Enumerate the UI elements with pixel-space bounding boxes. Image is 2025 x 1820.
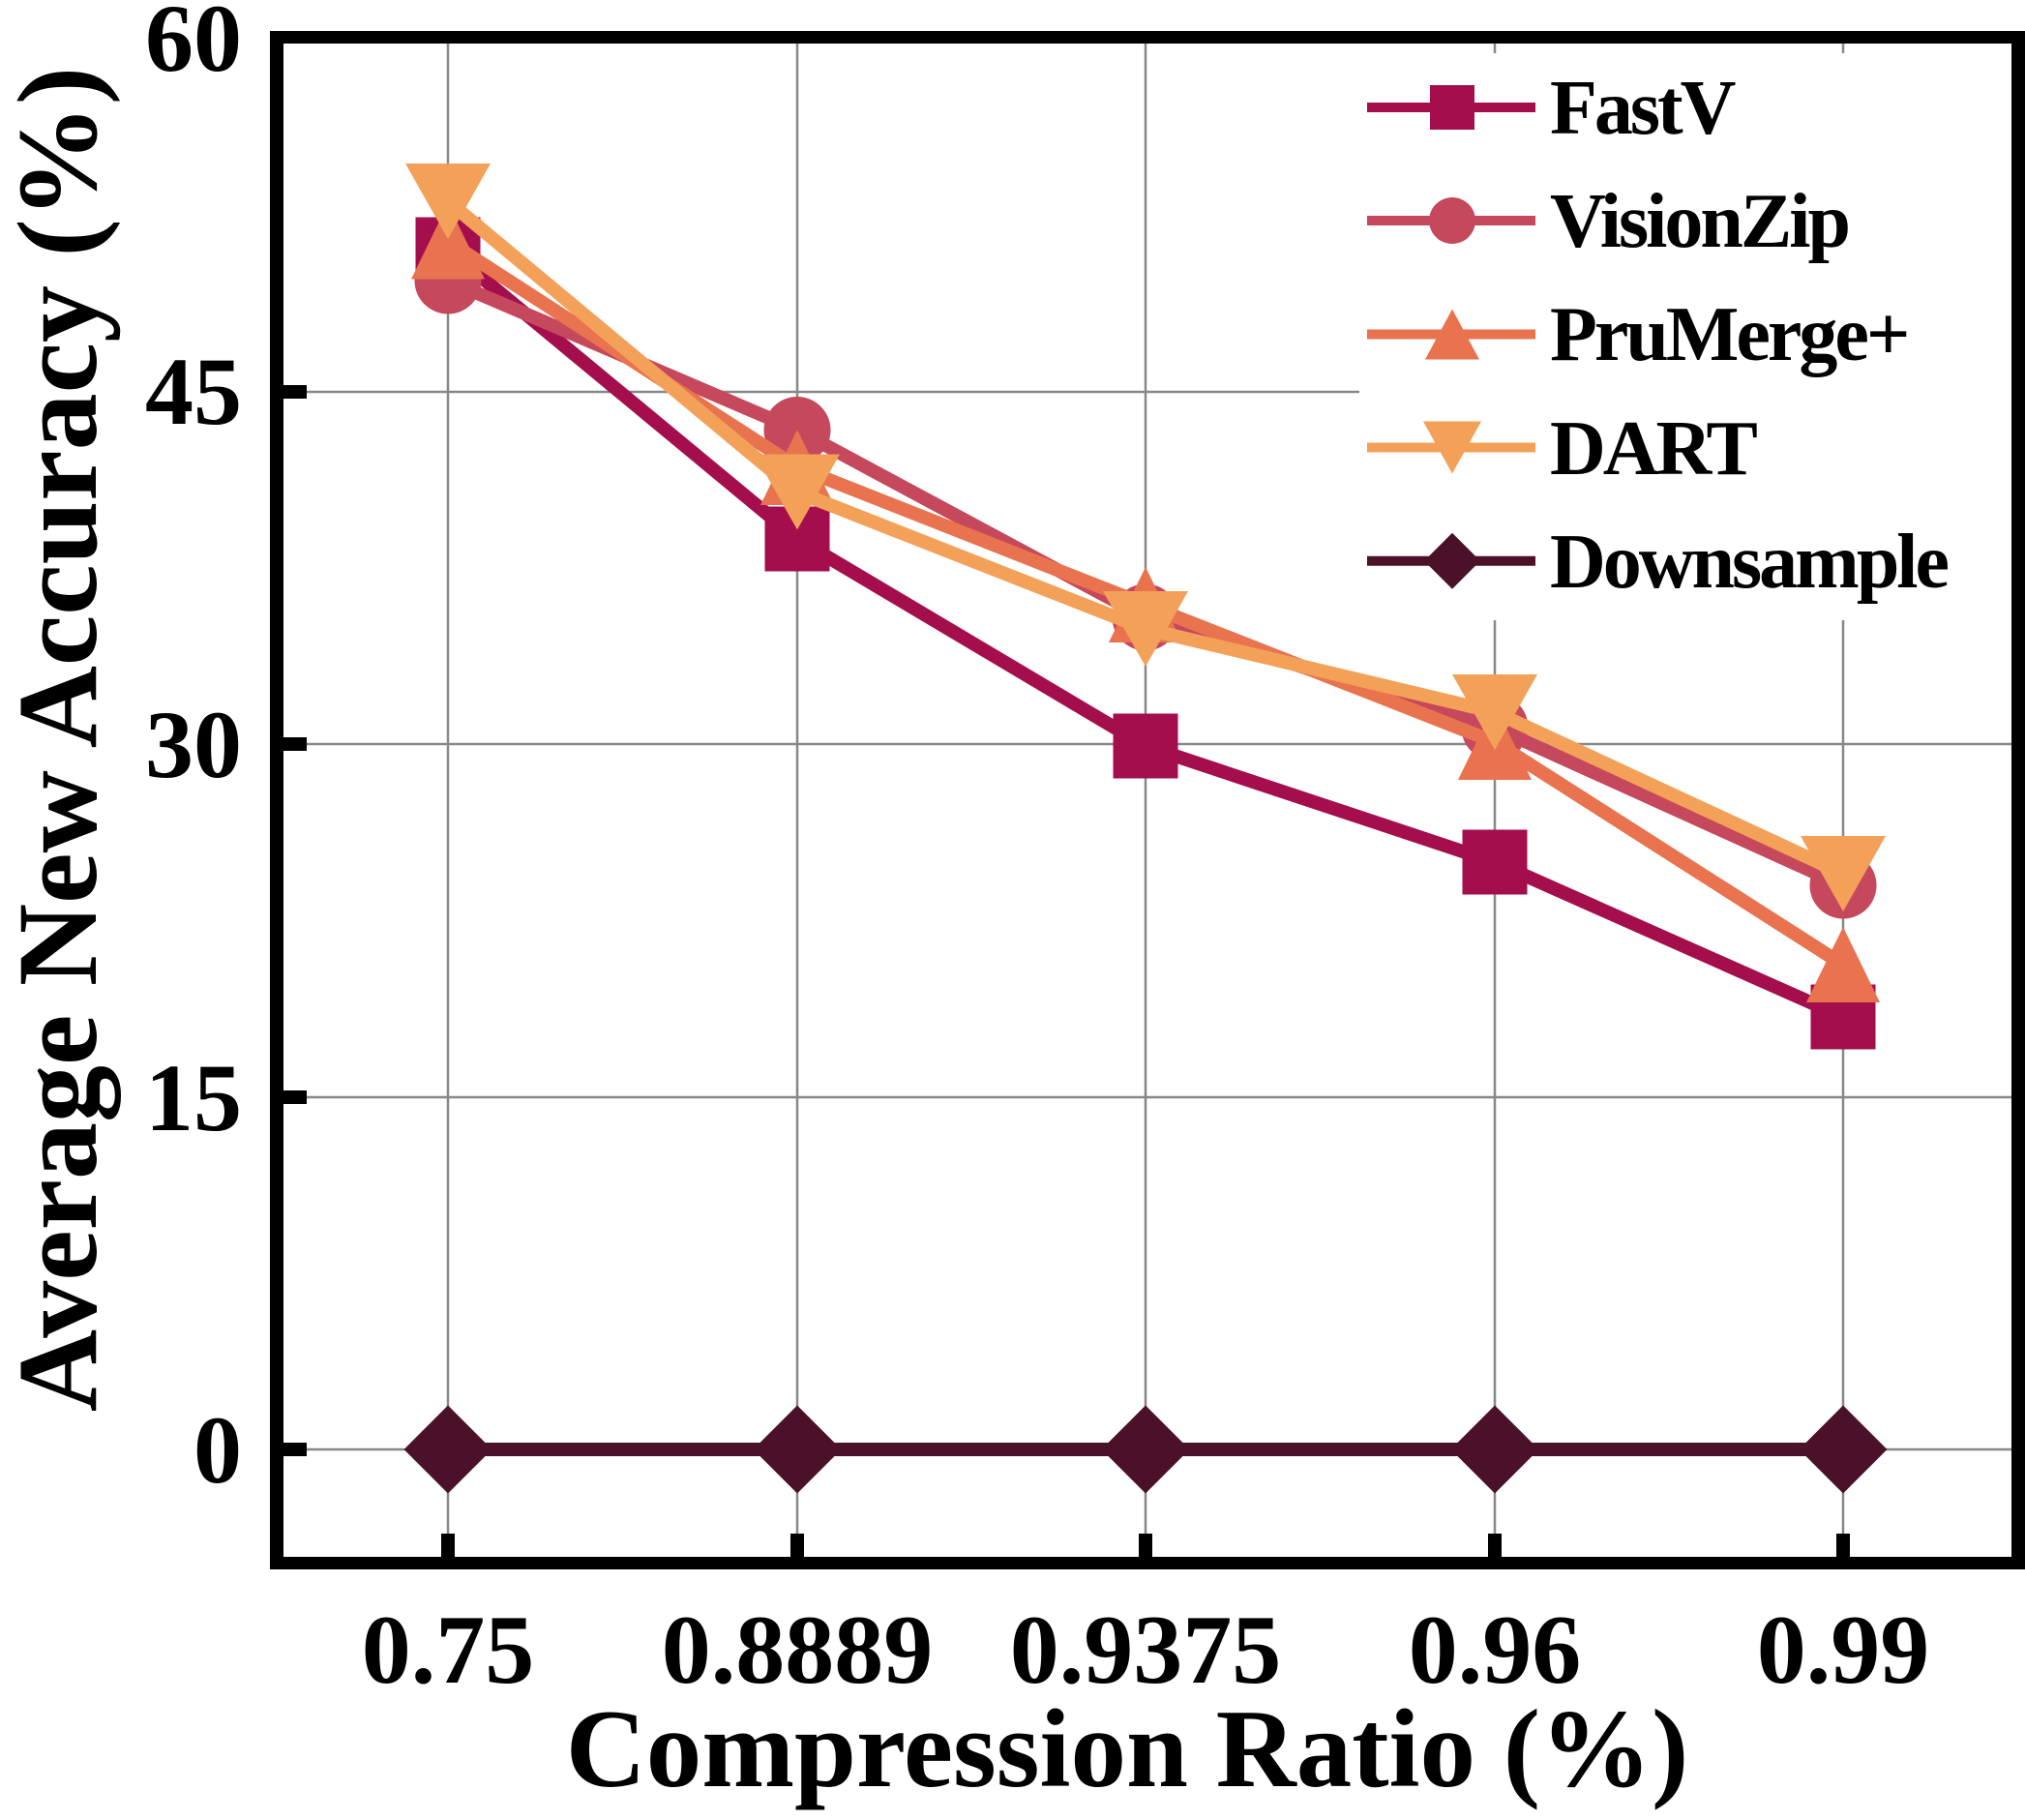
svg-text:0.8889: 0.8889 [662, 1596, 934, 1705]
svg-text:0.99: 0.99 [1757, 1596, 1930, 1705]
svg-text:30: 30 [145, 691, 242, 798]
svg-text:0: 0 [194, 1396, 242, 1504]
svg-text:DART: DART [1550, 406, 1758, 492]
svg-text:Average New Accuracy (%): Average New Accuracy (%) [0, 67, 121, 1412]
svg-text:0.96: 0.96 [1409, 1596, 1582, 1705]
svg-text:Compression Ratio (%): Compression Ratio (%) [566, 1687, 1689, 1810]
svg-text:60: 60 [145, 0, 242, 92]
svg-text:45: 45 [145, 338, 242, 445]
svg-text:15: 15 [145, 1044, 242, 1151]
svg-text:PruMerge+: PruMerge+ [1550, 292, 1907, 377]
svg-text:0.9375: 0.9375 [1010, 1596, 1282, 1705]
svg-text:0.75: 0.75 [362, 1596, 535, 1705]
svg-text:FastV: FastV [1550, 66, 1736, 151]
svg-text:Downsample: Downsample [1550, 520, 1949, 605]
svg-text:VisionZip: VisionZip [1550, 179, 1848, 264]
